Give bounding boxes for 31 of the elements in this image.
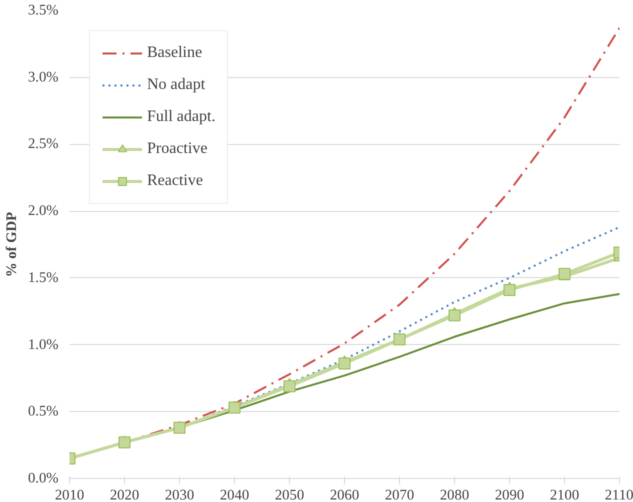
x-tick-label: 2040 xyxy=(220,488,250,502)
y-tick-label: 1.0% xyxy=(28,336,58,353)
legend-label: Proactive xyxy=(147,140,208,158)
x-tick-label: 2080 xyxy=(440,488,470,502)
x-tick-label: 2030 xyxy=(164,488,194,502)
x-tick-label: 2070 xyxy=(384,488,414,502)
x-tick-label: 2050 xyxy=(274,488,304,502)
legend-label: No adapt xyxy=(147,76,206,94)
legend-label: Baseline xyxy=(147,44,202,62)
y-tick-label: 3.5% xyxy=(28,2,58,18)
x-tick-label: 2010 xyxy=(54,488,84,502)
point xyxy=(174,422,186,434)
point xyxy=(448,309,460,322)
y-tick-label: 0.0% xyxy=(28,470,58,486)
legend-label: Full adapt. xyxy=(147,108,216,126)
point xyxy=(504,284,516,296)
y-tick-label: 1.5% xyxy=(28,270,58,286)
x-tick-label: 2060 xyxy=(330,488,360,502)
point xyxy=(228,402,240,414)
point xyxy=(284,380,296,392)
legend-label: Reactive xyxy=(147,172,203,190)
x-tick-label: 2100 xyxy=(550,488,580,502)
y-tick-label: 3.0% xyxy=(28,69,58,86)
x-tick-label: 2090 xyxy=(494,488,524,502)
y-axis-title: % of GDP xyxy=(4,212,20,278)
y-tick-label: 0.5% xyxy=(28,404,58,420)
y-tick-label: 2.5% xyxy=(28,136,58,152)
x-tick-label: 2020 xyxy=(110,488,140,502)
y-tick-label: 2.0% xyxy=(28,203,58,220)
x-tick-label: 2110 xyxy=(604,488,633,502)
point xyxy=(338,358,350,370)
